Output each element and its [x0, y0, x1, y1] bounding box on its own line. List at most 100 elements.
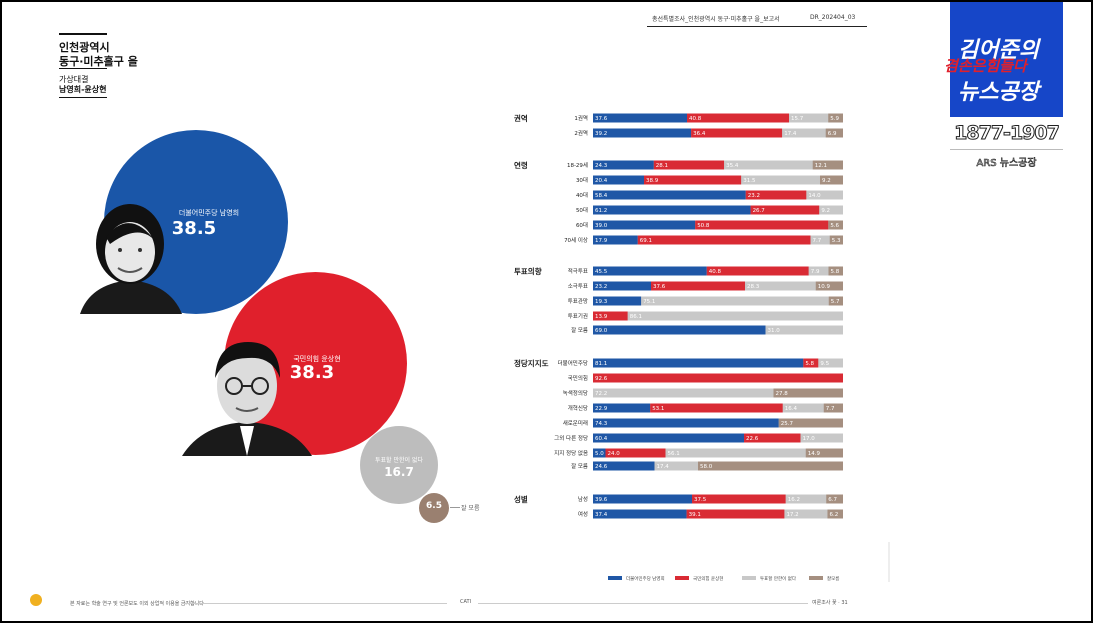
bar-value-label: 39.6	[595, 497, 608, 503]
row-label: 소극투표	[568, 283, 588, 290]
region-line2: 동구·미추홀구 을	[59, 55, 138, 68]
bar-value-label: 40.8	[689, 116, 702, 122]
bar-value-label: 23.2	[595, 284, 607, 290]
bar-value-label: 72.2	[595, 391, 607, 397]
phone-rule	[950, 149, 1063, 150]
bar-segment	[637, 235, 811, 245]
bar-segment	[773, 388, 843, 398]
bar-value-label: 7.9	[811, 269, 820, 275]
bar-segment	[593, 388, 774, 398]
bar-value-label: 24.3	[595, 163, 608, 169]
bar-segment	[593, 373, 843, 383]
bar-segment	[593, 160, 654, 170]
bar-value-label: 31.0	[768, 328, 781, 334]
bar-segment	[745, 281, 816, 291]
bar-value-label: 92.6	[595, 376, 608, 382]
row-label: 새로운미래	[563, 419, 588, 427]
dontknow-label: 잘 모름	[461, 505, 480, 512]
group-label: 연령	[514, 160, 528, 170]
bar-value-label: 45.5	[595, 269, 608, 275]
footer-method: CATI	[460, 599, 472, 605]
bar-segment	[815, 281, 843, 291]
bar-value-label: 17.2	[786, 512, 798, 518]
bar-value-label: 28.3	[747, 284, 760, 290]
bar-value-label: 23.2	[748, 193, 760, 199]
bar-value-label: 5.6	[830, 223, 839, 229]
footer-note: 본 자료는 학술 연구 및 언론보도 이외 상업적 이용을 금지합니다	[70, 601, 204, 607]
row-label: 18-29세	[567, 161, 588, 169]
bar-value-label: 31.5	[743, 178, 756, 184]
bar-segment	[819, 205, 843, 215]
bar-value-label: 5.8	[805, 361, 814, 367]
row-label: 더불어민주당	[558, 359, 588, 367]
bar-segment	[724, 160, 813, 170]
row-label: 40대	[576, 191, 588, 199]
row-label: 잘 모름	[571, 326, 588, 334]
bar-segment	[593, 494, 692, 504]
bar-value-label: 37.6	[595, 116, 608, 122]
bar-segment	[691, 128, 783, 138]
legend-swatch	[608, 576, 622, 580]
bar-value-label: 24.6	[595, 464, 608, 470]
bar-value-label: 5.3	[832, 238, 841, 244]
bar-value-label: 9.5	[820, 361, 829, 367]
bar-segment	[695, 220, 829, 230]
bar-segment	[593, 461, 655, 471]
bar-value-label: 5.7	[831, 299, 840, 305]
candidate-photo-nam	[80, 204, 182, 314]
footer-page: 여론조사 꽃 · 31	[812, 600, 848, 606]
group-label: 투표의향	[514, 266, 542, 276]
bar-segment	[806, 190, 843, 200]
bar-segment	[686, 509, 785, 519]
bar-value-label: 10.9	[818, 284, 831, 290]
bar-value-label: 61.2	[595, 208, 607, 214]
row-label: 잘 모름	[571, 462, 588, 470]
none-value: 16.7	[384, 465, 414, 479]
bar-value-label: 50.8	[697, 223, 710, 229]
bar-segment	[665, 448, 806, 458]
row-label: 60대	[576, 221, 588, 229]
matchup-label: 가상대결	[59, 75, 89, 84]
legend-swatch	[742, 576, 756, 580]
title-mid-rule	[59, 68, 107, 69]
bar-segment	[826, 494, 843, 504]
row-label: 여성	[578, 510, 588, 518]
dontknow-leader	[450, 507, 460, 508]
bar-segment	[828, 296, 843, 306]
logo-title-3: 뉴스공장	[958, 80, 1039, 105]
bar-segment	[593, 358, 804, 368]
group-label: 권역	[514, 113, 528, 123]
bar-value-label: 17.0	[803, 436, 816, 442]
bar-value-label: 26.7	[753, 208, 766, 214]
bar-value-label: 5.0	[595, 451, 604, 457]
candidate-label-nam: 더불어민주당 남영희	[178, 209, 240, 217]
legend-label: 더불어민주당 남영희	[626, 575, 665, 582]
bar-segment	[789, 113, 829, 123]
bar-segment	[593, 448, 606, 458]
bar-segment	[750, 205, 820, 215]
row-label: 2권역	[574, 129, 588, 137]
bar-segment	[605, 448, 666, 458]
row-label: 국민의힘	[568, 374, 588, 382]
dontknow-value: 6.5	[426, 501, 442, 511]
bar-value-label: 36.4	[693, 131, 706, 137]
bar-segment	[828, 220, 843, 230]
footer-rule-left	[182, 603, 447, 604]
bar-value-label: 37.4	[595, 512, 608, 518]
region-line1: 인천광역시	[59, 41, 110, 54]
bar-value-label: 14.9	[808, 451, 821, 457]
bar-segment	[593, 281, 651, 291]
candidate-label-yoon: 국민의힘 윤상현	[293, 355, 341, 363]
bar-value-label: 16.2	[788, 497, 800, 503]
row-label: 지지 정당 없음	[554, 449, 588, 457]
bar-value-label: 17.9	[595, 238, 608, 244]
row-label: 30대	[576, 176, 588, 184]
side-mark	[888, 542, 890, 582]
bar-value-label: 6.9	[828, 131, 837, 137]
bar-segment	[654, 461, 698, 471]
bar-value-label: 5.8	[831, 269, 840, 275]
sunflower-logo-icon	[30, 594, 42, 606]
logo-title-1: 김어준의	[958, 38, 1039, 63]
bar-value-label: 5.9	[830, 116, 839, 122]
bar-value-label: 14.0	[808, 193, 821, 199]
